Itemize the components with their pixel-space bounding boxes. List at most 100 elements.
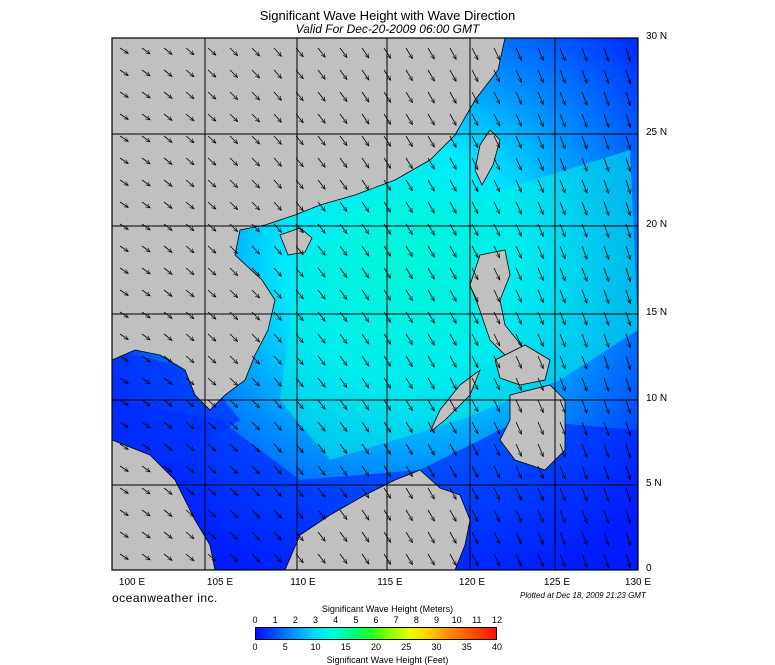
wave-direction-arrow bbox=[471, 399, 479, 412]
wave-direction-arrow bbox=[383, 399, 391, 410]
wave-direction-arrow bbox=[471, 289, 479, 302]
wave-direction-arrow bbox=[581, 311, 587, 325]
wave-direction-arrow bbox=[625, 311, 631, 326]
wave-direction-arrow bbox=[339, 47, 347, 58]
wave-direction-arrow bbox=[141, 223, 150, 230]
wave-direction-arrow bbox=[405, 443, 413, 455]
wave-direction-arrow bbox=[207, 531, 216, 539]
wave-direction-arrow bbox=[449, 47, 457, 59]
wave-direction-arrow bbox=[493, 487, 501, 500]
wave-direction-arrow bbox=[273, 113, 282, 122]
wave-direction-arrow bbox=[603, 157, 609, 172]
wave-direction-arrow bbox=[449, 91, 457, 103]
wave-direction-arrow bbox=[405, 465, 413, 477]
lat-label-0: 0 bbox=[646, 563, 652, 574]
wave-direction-arrow bbox=[295, 201, 303, 211]
wave-direction-arrow bbox=[559, 553, 565, 567]
wave-direction-arrow bbox=[449, 179, 457, 191]
wave-direction-arrow bbox=[273, 267, 282, 276]
wave-direction-arrow bbox=[163, 465, 172, 472]
wave-direction-arrow bbox=[119, 113, 128, 120]
wave-direction-arrow bbox=[207, 47, 216, 55]
wave-direction-arrow bbox=[119, 377, 128, 384]
wave-direction-arrow bbox=[317, 311, 325, 321]
wave-direction-arrow bbox=[185, 377, 194, 385]
high-wave-zone bbox=[280, 150, 638, 460]
wave-direction-arrow bbox=[427, 47, 434, 59]
wave-direction-arrow bbox=[427, 465, 434, 477]
wave-direction-arrow bbox=[273, 509, 282, 518]
wave-direction-arrow bbox=[361, 333, 369, 344]
wave-direction-arrow bbox=[141, 179, 150, 186]
wave-direction-arrow bbox=[251, 69, 260, 78]
wave-direction-arrow bbox=[493, 91, 501, 104]
colorbar-meters-tick: 3 bbox=[312, 615, 318, 625]
wave-direction-arrow bbox=[339, 487, 347, 498]
wave-direction-arrow bbox=[339, 179, 347, 190]
wave-direction-arrow bbox=[251, 135, 260, 144]
wave-direction-arrow bbox=[471, 443, 479, 456]
wave-direction-arrow bbox=[295, 553, 303, 563]
wave-direction-arrow bbox=[163, 135, 172, 142]
wave-direction-arrow bbox=[119, 201, 128, 208]
wave-direction-arrow bbox=[515, 509, 522, 522]
wave-direction-arrow bbox=[449, 289, 457, 301]
wave-direction-arrow bbox=[229, 223, 238, 232]
wave-direction-arrow bbox=[207, 223, 216, 231]
wave-direction-arrow bbox=[207, 201, 216, 209]
wave-direction-arrow bbox=[625, 553, 631, 568]
wave-direction-arrow bbox=[251, 113, 260, 122]
wave-direction-arrow bbox=[537, 333, 544, 347]
wave-direction-arrow bbox=[581, 267, 587, 281]
colorbar-meters-tick: 0 bbox=[252, 615, 258, 625]
wave-direction-arrow bbox=[229, 135, 238, 144]
wave-direction-arrow bbox=[295, 399, 303, 409]
wave-direction-arrow bbox=[295, 157, 303, 167]
wave-direction-arrow bbox=[625, 355, 631, 370]
wave-direction-arrow bbox=[427, 487, 434, 499]
wave-direction-arrow bbox=[273, 333, 282, 342]
wave-direction-arrow bbox=[119, 421, 128, 428]
wave-direction-arrow bbox=[163, 179, 172, 186]
wave-direction-arrow bbox=[141, 333, 150, 340]
colorbar-meters-tick: 12 bbox=[491, 615, 502, 625]
wave-direction-arrow bbox=[251, 267, 260, 276]
wave-direction-arrow bbox=[581, 135, 587, 149]
wave-direction-arrow bbox=[339, 135, 347, 146]
wave-direction-arrow bbox=[273, 487, 282, 496]
wave-direction-arrow bbox=[383, 245, 391, 256]
wave-direction-arrow bbox=[339, 531, 347, 542]
wave-direction-arrow bbox=[537, 267, 544, 281]
wave-direction-arrow bbox=[251, 47, 260, 56]
colorbar-feet-tick: 25 bbox=[401, 642, 412, 652]
colorbar-meters-tick: 1 bbox=[272, 615, 278, 625]
wave-direction-arrow bbox=[185, 179, 194, 187]
wave-direction-arrow bbox=[361, 113, 369, 124]
wave-direction-arrow bbox=[625, 399, 631, 414]
wave-direction-arrow bbox=[317, 91, 325, 101]
wave-direction-arrow bbox=[361, 421, 369, 432]
wave-direction-arrow bbox=[559, 289, 565, 303]
wave-direction-arrow bbox=[383, 69, 391, 80]
wave-direction-arrow bbox=[405, 553, 413, 565]
wave-direction-arrow bbox=[537, 487, 544, 501]
wave-direction-arrow bbox=[273, 289, 282, 298]
wave-direction-arrow bbox=[405, 377, 413, 389]
wave-direction-arrow bbox=[185, 333, 194, 341]
wave-direction-arrow bbox=[405, 399, 413, 411]
wave-direction-arrow bbox=[625, 509, 631, 524]
wave-direction-arrow bbox=[471, 465, 479, 478]
wave-direction-arrow bbox=[339, 333, 347, 344]
wave-direction-arrow bbox=[185, 201, 194, 209]
wave-direction-arrow bbox=[273, 201, 282, 210]
wave-direction-arrow bbox=[515, 201, 522, 214]
wave-direction-arrow bbox=[515, 311, 522, 324]
wave-direction-arrow bbox=[515, 399, 522, 412]
wave-direction-arrow bbox=[603, 135, 609, 150]
wave-direction-arrow bbox=[295, 311, 303, 321]
wave-direction-arrow bbox=[163, 289, 172, 296]
wave-direction-arrow bbox=[163, 421, 172, 428]
wave-direction-arrow bbox=[273, 91, 282, 100]
wave-direction-arrow bbox=[427, 377, 434, 389]
